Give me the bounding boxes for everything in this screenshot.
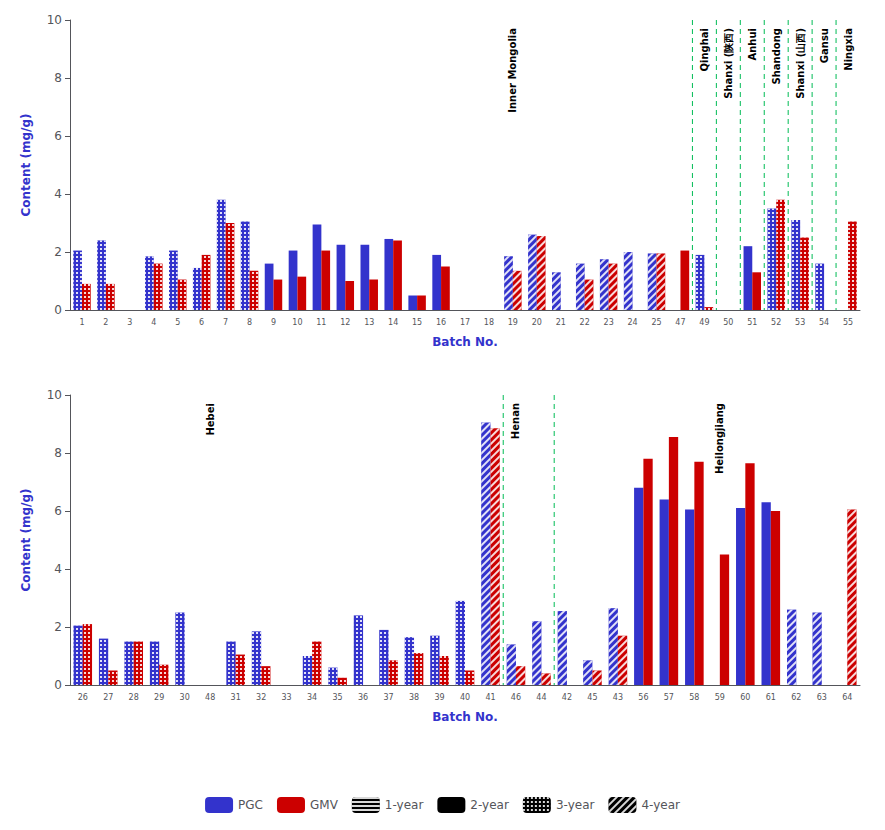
svg-text:Shanxi (山西): Shanxi (山西): [795, 28, 806, 99]
svg-text:52: 52: [771, 318, 781, 327]
svg-text:Shandong: Shandong: [771, 28, 782, 85]
svg-text:19: 19: [508, 318, 518, 327]
svg-text:33: 33: [282, 693, 292, 702]
svg-text:Content (mg/g): Content (mg/g): [19, 114, 33, 217]
svg-text:6: 6: [54, 129, 62, 143]
svg-text:44: 44: [536, 693, 546, 702]
svg-text:22: 22: [580, 318, 590, 327]
svg-text:40: 40: [460, 693, 470, 702]
svg-text:18: 18: [484, 318, 494, 327]
svg-text:60: 60: [740, 693, 750, 702]
svg-text:Henan: Henan: [510, 403, 521, 439]
svg-text:29: 29: [154, 693, 164, 702]
svg-text:46: 46: [511, 693, 521, 702]
svg-text:GMV: GMV: [310, 798, 339, 812]
svg-text:38: 38: [409, 693, 419, 702]
svg-text:Heilongjiang: Heilongjiang: [714, 403, 725, 474]
svg-text:11: 11: [316, 318, 326, 327]
svg-text:Ningxia: Ningxia: [843, 28, 854, 71]
svg-text:10: 10: [47, 13, 62, 27]
svg-text:7: 7: [223, 318, 228, 327]
svg-text:9: 9: [271, 318, 276, 327]
svg-text:17: 17: [460, 318, 470, 327]
svg-text:2: 2: [103, 318, 108, 327]
svg-text:27: 27: [103, 693, 113, 702]
svg-text:31: 31: [231, 693, 241, 702]
svg-text:13: 13: [364, 318, 374, 327]
svg-text:32: 32: [256, 693, 266, 702]
svg-text:Shanxi (陕西): Shanxi (陕西): [723, 28, 734, 99]
svg-text:2-year: 2-year: [470, 798, 509, 812]
svg-text:8: 8: [54, 71, 62, 85]
svg-text:21: 21: [556, 318, 566, 327]
svg-text:0: 0: [54, 678, 62, 692]
svg-text:50: 50: [723, 318, 733, 327]
svg-text:58: 58: [689, 693, 699, 702]
svg-text:Qinghai: Qinghai: [699, 28, 710, 72]
svg-text:35: 35: [332, 693, 342, 702]
svg-text:4: 4: [54, 187, 62, 201]
svg-text:14: 14: [388, 318, 398, 327]
svg-text:49: 49: [699, 318, 709, 327]
svg-text:48: 48: [205, 693, 215, 702]
svg-text:64: 64: [842, 693, 852, 702]
svg-text:6: 6: [199, 318, 204, 327]
svg-text:53: 53: [795, 318, 805, 327]
svg-text:8: 8: [54, 446, 62, 460]
svg-text:37: 37: [383, 693, 393, 702]
svg-text:51: 51: [747, 318, 757, 327]
svg-text:10: 10: [292, 318, 302, 327]
svg-text:10: 10: [47, 388, 62, 402]
svg-text:45: 45: [587, 693, 597, 702]
svg-text:Gansu: Gansu: [819, 28, 830, 63]
svg-text:23: 23: [604, 318, 614, 327]
svg-text:2: 2: [54, 620, 62, 634]
svg-text:61: 61: [766, 693, 776, 702]
svg-text:1-year: 1-year: [385, 798, 424, 812]
svg-text:8: 8: [247, 318, 252, 327]
svg-text:Inner Mongolia: Inner Mongolia: [507, 28, 518, 113]
svg-text:4: 4: [54, 562, 62, 576]
svg-text:0: 0: [54, 303, 62, 317]
svg-text:57: 57: [664, 693, 674, 702]
svg-text:41: 41: [485, 693, 495, 702]
svg-text:Batch No.: Batch No.: [432, 335, 498, 349]
svg-text:15: 15: [412, 318, 422, 327]
svg-text:Content (mg/g): Content (mg/g): [19, 489, 33, 592]
svg-text:16: 16: [436, 318, 446, 327]
svg-text:6: 6: [54, 504, 62, 518]
svg-text:26: 26: [78, 693, 88, 702]
svg-text:24: 24: [627, 318, 637, 327]
svg-text:62: 62: [791, 693, 801, 702]
svg-text:PGC: PGC: [238, 798, 263, 812]
svg-text:63: 63: [817, 693, 827, 702]
svg-text:55: 55: [843, 318, 853, 327]
svg-text:34: 34: [307, 693, 317, 702]
svg-text:Hebei: Hebei: [205, 403, 216, 436]
svg-text:42: 42: [562, 693, 572, 702]
svg-text:59: 59: [715, 693, 725, 702]
svg-text:4-year: 4-year: [641, 798, 680, 812]
svg-text:12: 12: [340, 318, 350, 327]
svg-text:4: 4: [151, 318, 156, 327]
svg-text:3: 3: [127, 318, 132, 327]
svg-text:25: 25: [651, 318, 661, 327]
svg-text:36: 36: [358, 693, 368, 702]
svg-text:54: 54: [819, 318, 829, 327]
svg-text:1: 1: [79, 318, 84, 327]
svg-text:5: 5: [175, 318, 180, 327]
svg-text:56: 56: [638, 693, 648, 702]
svg-text:47: 47: [675, 318, 685, 327]
svg-text:Batch No.: Batch No.: [432, 710, 498, 724]
svg-text:2: 2: [54, 245, 62, 259]
svg-text:3-year: 3-year: [556, 798, 595, 812]
svg-text:28: 28: [129, 693, 139, 702]
svg-text:Anhui: Anhui: [747, 28, 758, 61]
svg-text:20: 20: [532, 318, 542, 327]
svg-text:39: 39: [434, 693, 444, 702]
svg-text:43: 43: [613, 693, 623, 702]
svg-text:30: 30: [180, 693, 190, 702]
